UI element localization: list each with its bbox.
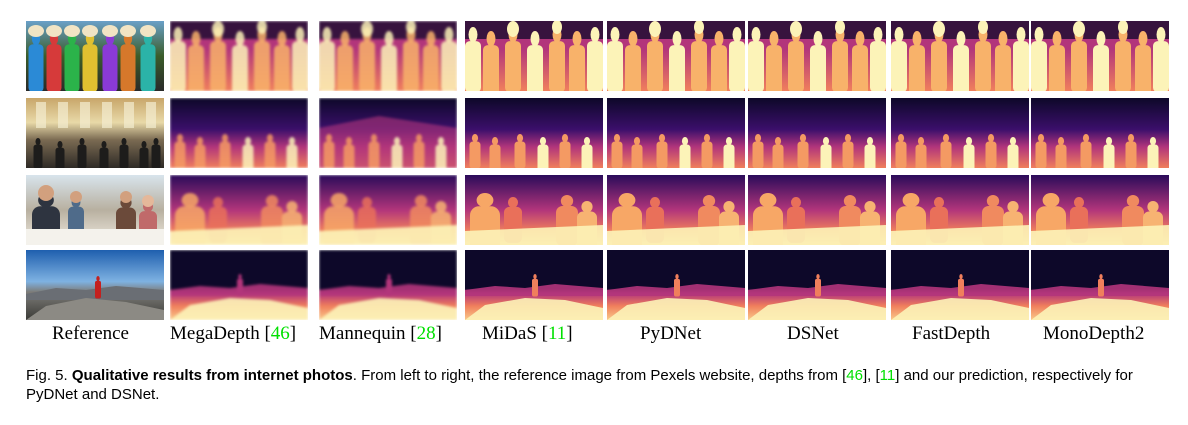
depth-map: [1031, 21, 1169, 91]
caption-title: Qualitative results from internet photos: [71, 367, 353, 384]
depth-map: [748, 21, 886, 91]
depth-map: [748, 175, 886, 245]
depth-prediction: [607, 21, 745, 91]
depth-map: [465, 250, 603, 320]
results-grid: [26, 21, 1169, 320]
label-reference: Reference: [52, 323, 129, 344]
column-labels: Reference MegaDepth [46] Mannequin [28] …: [0, 323, 1188, 351]
depth-prediction: [607, 250, 745, 320]
depth-map: [170, 98, 308, 168]
citation-link[interactable]: 46: [846, 367, 863, 384]
depth-map: [748, 98, 886, 168]
depth-map: [465, 175, 603, 245]
depth-prediction: [891, 175, 1029, 245]
reference-image: [26, 98, 164, 168]
depth-map: [465, 21, 603, 91]
reference-photo: [26, 250, 164, 320]
depth-prediction: [465, 250, 603, 320]
depth-map: [891, 21, 1029, 91]
depth-map: [891, 175, 1029, 245]
depth-map: [891, 98, 1029, 168]
citation-link[interactable]: 11: [879, 367, 896, 384]
depth-map: [607, 98, 745, 168]
depth-prediction: [607, 98, 745, 168]
depth-prediction: [170, 98, 308, 168]
depth-map: [1031, 175, 1169, 245]
citation-link[interactable]: 28: [416, 323, 436, 344]
depth-map: [319, 21, 457, 91]
label-megadepth: MegaDepth [46]: [170, 323, 297, 344]
depth-prediction: [1031, 98, 1169, 168]
label-mannequin: Mannequin [28]: [319, 323, 442, 344]
depth-map: [465, 98, 603, 168]
label-monodepth2: MonoDepth2: [1043, 323, 1145, 344]
depth-prediction: [170, 250, 308, 320]
depth-map: [170, 250, 308, 320]
label-midas: MiDaS [11]: [482, 323, 573, 344]
depth-map: [170, 175, 308, 245]
figure-caption: Fig. 5. Qualitative results from interne…: [26, 367, 1133, 403]
depth-prediction: [465, 21, 603, 91]
reference-image: [26, 21, 164, 91]
depth-prediction: [748, 250, 886, 320]
depth-map: [319, 175, 457, 245]
depth-map: [319, 98, 457, 168]
label-fastdepth: FastDepth: [912, 323, 991, 344]
depth-map: [319, 250, 457, 320]
depth-prediction: [748, 21, 886, 91]
depth-prediction: [891, 98, 1029, 168]
reference-photo: [26, 21, 164, 91]
depth-map: [748, 250, 886, 320]
depth-prediction: [319, 250, 457, 320]
depth-prediction: [319, 21, 457, 91]
depth-prediction: [891, 250, 1029, 320]
depth-map: [1031, 250, 1169, 320]
depth-prediction: [607, 175, 745, 245]
reference-photo: [26, 98, 164, 168]
depth-prediction: [891, 21, 1029, 91]
depth-prediction: [748, 175, 886, 245]
depth-prediction: [1031, 250, 1169, 320]
depth-prediction: [465, 98, 603, 168]
depth-prediction: [170, 175, 308, 245]
reference-photo: [26, 175, 164, 245]
depth-prediction: [319, 175, 457, 245]
depth-map: [607, 175, 745, 245]
label-pydnet: PyDNet: [640, 323, 702, 344]
depth-map: [1031, 98, 1169, 168]
depth-map: [170, 21, 308, 91]
depth-map: [607, 250, 745, 320]
depth-prediction: [319, 98, 457, 168]
depth-map: [891, 250, 1029, 320]
depth-prediction: [1031, 21, 1169, 91]
depth-prediction: [1031, 175, 1169, 245]
depth-map: [607, 21, 745, 91]
depth-prediction: [170, 21, 308, 91]
citation-link[interactable]: 11: [547, 323, 567, 344]
reference-image: [26, 175, 164, 245]
citation-link[interactable]: 46: [270, 323, 290, 344]
label-dsnet: DSNet: [787, 323, 839, 344]
reference-image: [26, 250, 164, 320]
depth-prediction: [748, 98, 886, 168]
depth-prediction: [465, 175, 603, 245]
